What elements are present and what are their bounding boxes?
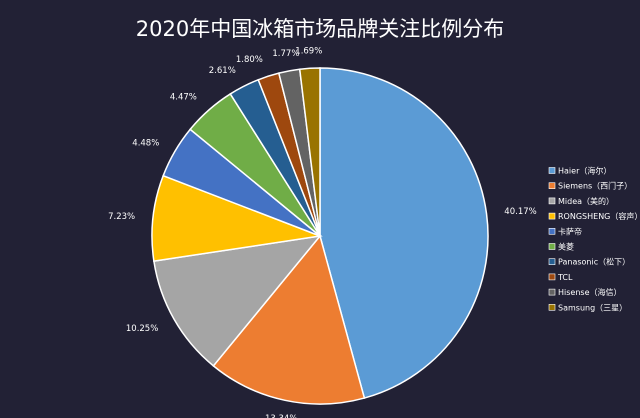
legend-swatch xyxy=(548,212,556,220)
legend-label: Haier（海尔） xyxy=(558,166,611,176)
chart-title: 2020年中国冰箱市场品牌关注比例分布 xyxy=(136,17,504,41)
legend-label: Midea（美的） xyxy=(558,196,614,206)
legend-swatch xyxy=(548,273,556,281)
data-label: 4.47% xyxy=(170,93,197,103)
legend-label: RONGSHENG（容声） xyxy=(558,211,640,221)
data-labels: 40.17%13.34%10.25%7.23%4.48%4.47%2.61%1.… xyxy=(108,46,537,418)
legend-label: 美菱 xyxy=(558,242,574,252)
data-label: 7.23% xyxy=(108,212,135,222)
legend-label: Panasonic（松下） xyxy=(558,257,630,267)
data-label: 1.77% xyxy=(272,49,299,59)
legend-swatch xyxy=(548,182,556,189)
data-label: 1.69% xyxy=(295,46,322,56)
legend-label: Samsung（三星） xyxy=(558,303,627,312)
legend-swatch xyxy=(548,303,556,311)
legend-swatch xyxy=(548,243,556,250)
legend-swatch xyxy=(548,258,556,266)
legend-swatch xyxy=(548,197,556,205)
pie-slices xyxy=(151,67,489,405)
legend-label: Siemens（西门子） xyxy=(558,181,632,191)
data-label: 2.61% xyxy=(209,66,236,76)
pie-slice xyxy=(212,234,366,405)
data-label: 13.34% xyxy=(265,414,297,418)
pie-slice xyxy=(298,67,321,237)
pie-slice xyxy=(153,234,322,367)
data-label: 40.17% xyxy=(504,207,536,217)
data-label: 10.25% xyxy=(126,324,158,334)
legend-swatch xyxy=(548,228,556,235)
legend: Haier（海尔） Siemens（西门子） Midea（美的） RONGSHENG（… xyxy=(548,166,640,312)
pie-slice xyxy=(151,174,323,262)
pie-slice xyxy=(319,67,489,399)
legend-swatch xyxy=(548,288,556,296)
legend-label: Hisense（海信） xyxy=(558,287,622,297)
data-label: 1.80% xyxy=(236,55,263,65)
legend-swatch xyxy=(548,167,556,174)
legend-label: 卡萨帝 xyxy=(558,226,582,236)
legend-label: TCL xyxy=(557,273,573,282)
data-label: 4.48% xyxy=(132,138,159,148)
